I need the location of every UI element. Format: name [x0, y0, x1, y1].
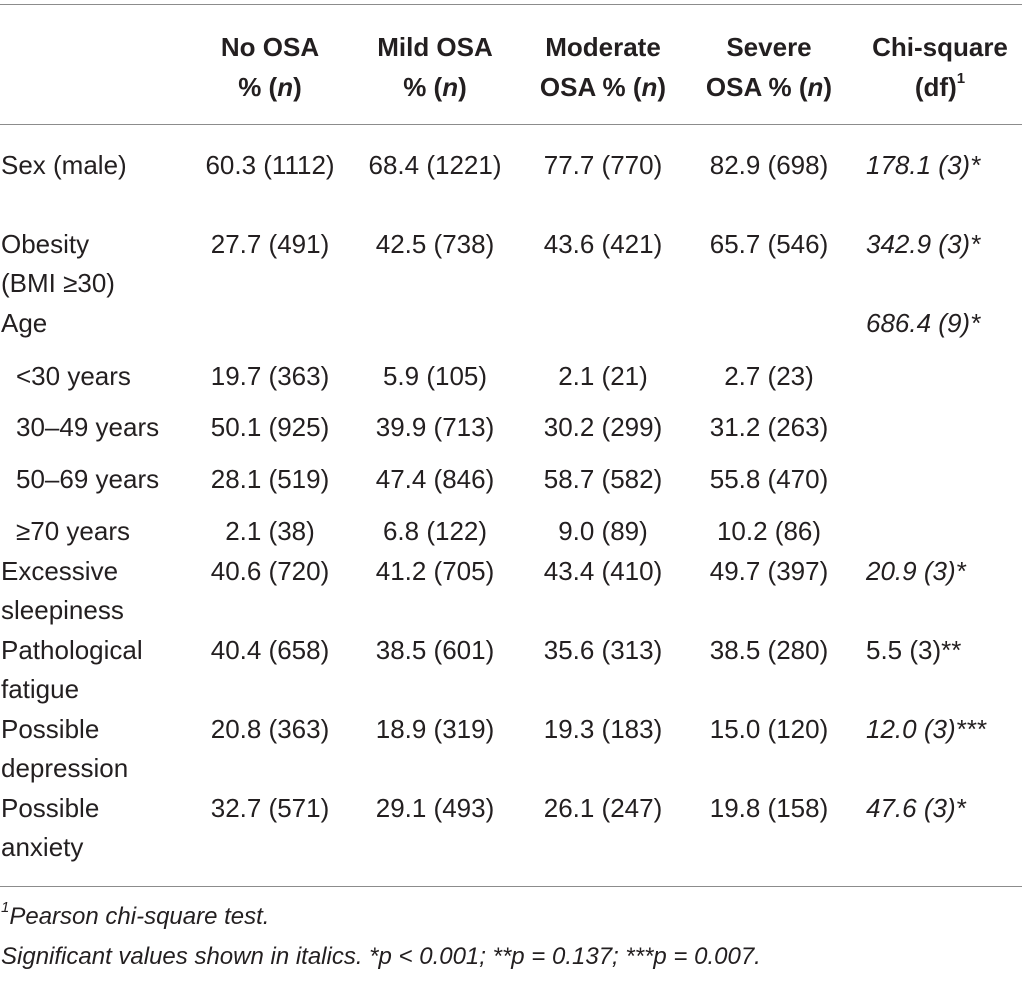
cell-mild-osa: 68.4 (1221) [368, 150, 502, 180]
cell-moderate-osa: 30.2 (299) [543, 412, 663, 442]
cell-severe-osa: 19.8 (158) [709, 793, 829, 823]
cell-chi-square: 342.9 (3)* [866, 229, 981, 259]
cell-moderate-osa: 43.4 (410) [543, 556, 663, 586]
footnote-1: 1Pearson chi-square test. [1, 899, 270, 930]
cell-no-osa: 28.1 (519) [210, 464, 330, 494]
cell-severe-osa: 10.2 (86) [716, 516, 822, 546]
cell-chi-square: 20.9 (3)* [866, 556, 966, 586]
bottom-rule [0, 886, 1022, 887]
top-rule [0, 4, 1022, 5]
cell-mild-osa: 42.5 (738) [375, 229, 495, 259]
cell-no-osa: 60.3 (1112) [205, 150, 335, 180]
cell-severe-osa: 55.8 (470) [709, 464, 829, 494]
row-label: 30–49 years [16, 412, 160, 442]
cell-severe-osa: 82.9 (698) [709, 150, 829, 180]
cell-no-osa: 2.1 (38) [225, 516, 315, 546]
cell-moderate-osa: 77.7 (770) [543, 150, 663, 180]
cell-severe-osa: 15.0 (120) [709, 714, 829, 744]
cell-mild-osa: 41.2 (705) [375, 556, 495, 586]
row-label: <30 years [16, 361, 131, 391]
header-chi-square: Chi-square (df)1 [872, 32, 1008, 102]
cell-severe-osa: 49.7 (397) [709, 556, 829, 586]
cell-moderate-osa: 58.7 (582) [543, 464, 663, 494]
cell-moderate-osa: 43.6 (421) [543, 229, 663, 259]
cell-severe-osa: 65.7 (546) [709, 229, 829, 259]
row-label: ≥70 years [16, 516, 130, 546]
header-rule [0, 124, 1022, 125]
cell-moderate-osa: 19.3 (183) [543, 714, 663, 744]
cell-moderate-osa: 35.6 (313) [543, 635, 663, 665]
cell-mild-osa: 6.8 (122) [382, 516, 488, 546]
cell-mild-osa: 39.9 (713) [375, 412, 495, 442]
cell-mild-osa: 47.4 (846) [375, 464, 495, 494]
cell-mild-osa: 18.9 (319) [375, 714, 495, 744]
cell-moderate-osa: 26.1 (247) [543, 793, 663, 823]
row-label: 50–69 years [16, 464, 160, 494]
row-label: Obesity (BMI ≥30) [1, 229, 115, 298]
cell-chi-square: 12.0 (3)*** [866, 714, 986, 744]
header-no-osa: No OSA % (n) [220, 32, 320, 102]
cell-severe-osa: 2.7 (23) [724, 361, 814, 391]
row-label: Possible anxiety [1, 793, 100, 862]
row-label: Age [1, 308, 48, 338]
row-label: Excessive sleepiness [1, 556, 124, 625]
header-mild-osa: Mild OSA % (n) [377, 32, 493, 102]
cell-mild-osa: 5.9 (105) [382, 361, 488, 391]
cell-no-osa: 32.7 (571) [210, 793, 330, 823]
row-label: Pathological fatigue [1, 635, 143, 704]
cell-no-osa: 50.1 (925) [210, 412, 330, 442]
cell-no-osa: 27.7 (491) [210, 229, 330, 259]
cell-no-osa: 40.6 (720) [210, 556, 330, 586]
cell-moderate-osa: 9.0 (89) [558, 516, 648, 546]
cell-chi-square: 686.4 (9)* [866, 308, 981, 338]
cell-no-osa: 19.7 (363) [210, 361, 330, 391]
header-moderate-osa: Moderate OSA % (n) [539, 32, 667, 102]
cell-moderate-osa: 2.1 (21) [558, 361, 648, 391]
row-label: Sex (male) [1, 150, 127, 180]
cell-severe-osa: 38.5 (280) [709, 635, 829, 665]
footnote-2: Significant values shown in italics. *p … [1, 943, 761, 970]
cell-severe-osa: 31.2 (263) [709, 412, 829, 442]
cell-chi-square: 47.6 (3)* [866, 793, 966, 823]
cell-chi-square: 5.5 (3)** [866, 635, 962, 665]
header-severe-osa: Severe OSA % (n) [705, 32, 833, 102]
cell-chi-square: 178.1 (3)* [866, 150, 981, 180]
row-label: Possible depression [1, 714, 129, 783]
cell-no-osa: 40.4 (658) [210, 635, 330, 665]
cell-mild-osa: 38.5 (601) [375, 635, 495, 665]
cell-mild-osa: 29.1 (493) [375, 793, 495, 823]
cell-no-osa: 20.8 (363) [210, 714, 330, 744]
